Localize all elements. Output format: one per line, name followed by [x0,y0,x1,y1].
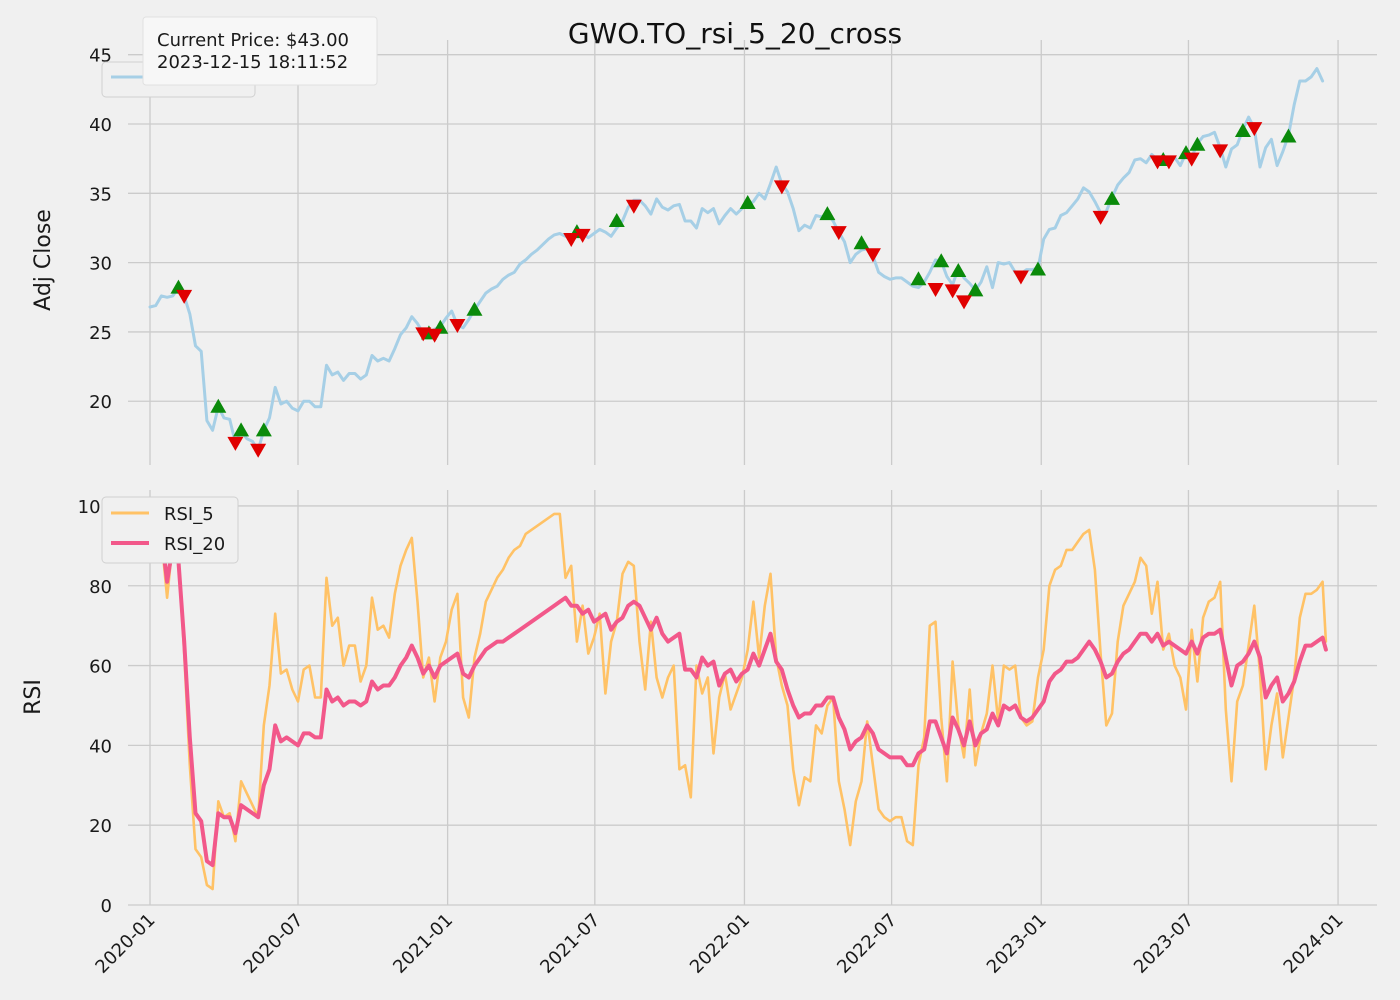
sell-signal-marker [1183,152,1200,167]
buy-signal-marker [608,213,625,228]
sell-signal-marker [625,199,642,214]
sell-signal-marker [864,248,881,263]
sell-signal-marker [1149,155,1166,170]
sell-signal-marker [227,436,244,451]
rsi-y-tick-label: 20 [89,816,112,837]
sell-signal-marker [250,443,267,458]
buy-signal-marker [819,206,836,221]
buy-signal-marker [950,262,967,277]
sell-signal-marker [1246,122,1263,137]
rsi-y-tick-label: 60 [89,657,112,678]
price-gridlines [128,54,1377,402]
rsi20-line [148,504,1328,868]
buy-signal-marker [933,253,950,268]
buy-signal-marker [1234,122,1251,137]
buy-signal-marker [255,422,272,437]
rsi-gridlines [128,505,1377,906]
price-y-tick-label: 35 [89,184,112,205]
buy-signal-marker [739,195,756,210]
rsi-y-tick-label: 0 [101,896,112,917]
sell-signal-marker [956,295,972,310]
buy-signal-marker [910,271,927,286]
buy-signal-marker [210,398,227,413]
price-y-tick-label: 20 [89,392,112,413]
buy-signal-marker [1030,261,1046,276]
buy-signal-marker [1189,136,1206,151]
price-y-tick-labels: 20 25 30 35 40 45 [89,46,112,414]
buy-signal-marker [853,235,870,250]
timestamp-text: 2023-12-15 18:11:52 [157,52,348,73]
price-line [148,67,1325,452]
sell-signal-marker [563,233,580,248]
rsi-y-tick-label: 40 [89,736,112,757]
buy-signal-marker [233,422,250,437]
rsi-y-tick-label: 80 [89,577,112,598]
sell-signal-marker [773,180,790,195]
sell-signal-marker [830,226,847,241]
current-price-text: Current Price: $43.00 [157,30,349,51]
buy-signal-marker [1104,190,1120,205]
price-y-tick-label: 40 [89,115,112,136]
chart-title: GWO.TO_rsi_5_20_cross [568,17,902,50]
sell-signal-marker [944,284,961,299]
price-y-tick-label: 45 [89,46,112,67]
rsi-series [148,504,1328,891]
price-y-tick-label: 30 [89,254,112,275]
buy-signal-marker [466,301,483,316]
price-y-axis-label: Adj Close [31,209,56,311]
signal-markers [170,122,1297,458]
sell-signal-marker [176,289,193,304]
buy-signal-marker [967,282,984,297]
rsi5-line [148,504,1328,891]
buy-signal-marker [1280,128,1297,143]
sell-signal-marker [426,328,443,343]
info-box: Current Price: $43.00 2023-12-15 18:11:5… [142,16,378,86]
sell-signal-marker [1092,210,1109,225]
rsi-legend: RSI_5 RSI_20 [101,496,239,564]
rsi5-legend-label: RSI_5 [164,504,214,525]
rsi-y-axis-label: RSI [21,679,46,715]
sell-signal-marker [1160,155,1177,170]
sell-signal-marker [1012,270,1029,285]
sell-signal-marker [449,319,466,333]
sell-signal-marker [1212,144,1229,159]
sell-signal-marker [927,282,944,297]
rsi20-legend-label: RSI_20 [164,534,225,555]
price-x-gridlines [149,40,1339,465]
sell-signal-marker [574,228,591,243]
price-y-tick-label: 25 [89,323,112,344]
sell-signal-marker [415,327,432,342]
price-series [148,67,1325,452]
info-box-background [142,16,378,86]
